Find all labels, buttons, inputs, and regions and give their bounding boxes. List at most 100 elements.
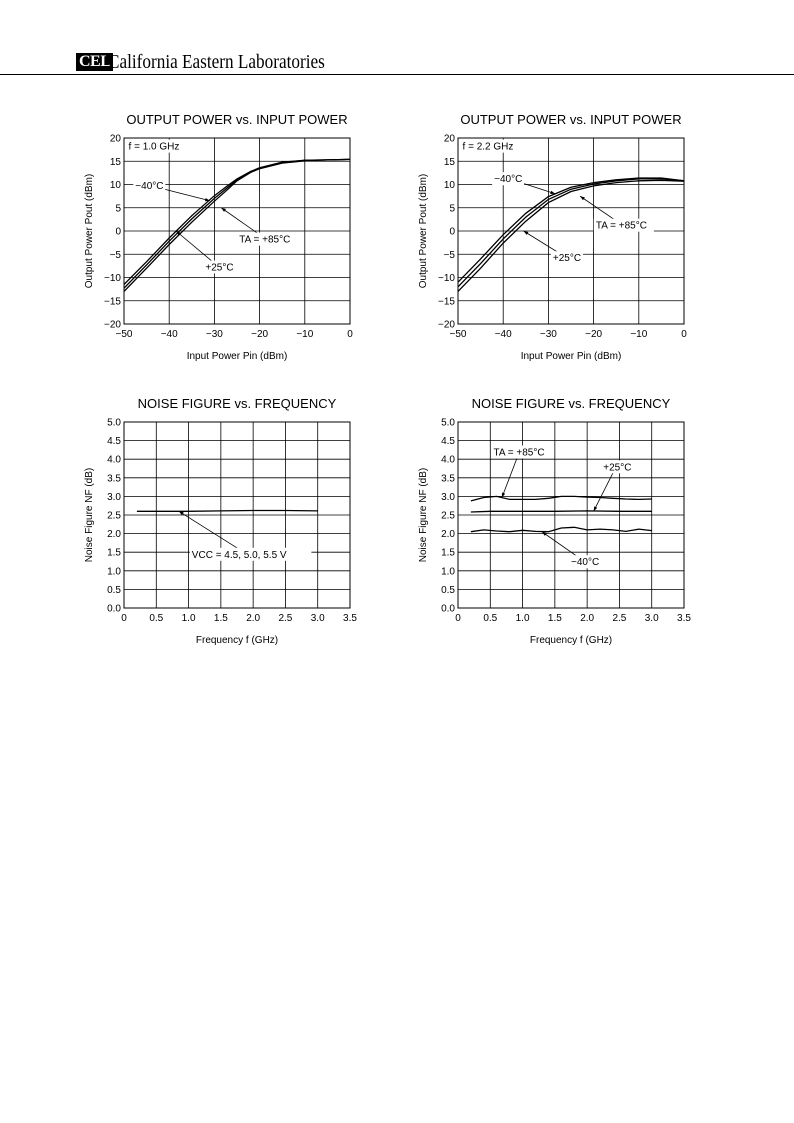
grid [123, 421, 351, 609]
annotation-bg [601, 460, 634, 474]
annotation-bg [189, 547, 312, 561]
annotation-bg [237, 232, 298, 246]
series-line-2 [470, 526, 652, 533]
chart-output-power-1ghz: OUTPUT POWER vs. INPUT POWER −5 0 −40 −30 −20… [84, 112, 353, 362]
x-tick-label: 0 [347, 329, 353, 340]
y-tick-label: 0.5 [107, 585, 121, 596]
y-axis-label: Noise Figure NF (dB) [418, 468, 429, 562]
annotation-arrowhead [501, 492, 506, 498]
y-tick-label: 1.0 [441, 566, 455, 577]
annotation-leader [178, 510, 247, 555]
annotation-arrowhead [523, 231, 529, 235]
y-tick-label: 0.0 [107, 604, 121, 615]
x-tick-label: 3.5 [343, 613, 357, 624]
annotation-label: +25°C [603, 462, 631, 473]
series-line-0 [457, 177, 685, 283]
x-tick-label: 2.5 [612, 613, 626, 624]
x-tick-label: −50 [450, 329, 467, 340]
annotation-label: f = 1.0 GHz [129, 142, 180, 153]
annotation-label: −40°C [571, 557, 599, 568]
y-tick-label: 5.0 [441, 418, 455, 429]
x-axis-label: Input Power Pin (dBm) [521, 351, 622, 362]
annotation-bg [569, 555, 601, 569]
x-tick-label: 0.5 [483, 613, 497, 624]
x-tick-label: −40 [161, 329, 178, 340]
annotation-bg [491, 445, 552, 459]
plot-frame [123, 421, 351, 609]
annotation-arrowhead [593, 506, 598, 512]
annotation-label: TA = +85°C [596, 221, 647, 232]
annotation-bg [492, 172, 525, 186]
plot-frame [123, 137, 351, 325]
y-tick-label: 5 [115, 203, 121, 214]
y-tick-label: 4.5 [441, 436, 455, 447]
y-tick-label: 15 [110, 157, 122, 168]
series-line-0 [123, 158, 351, 285]
y-tick-label: 20 [444, 134, 456, 145]
annotation-bg [203, 260, 236, 274]
x-tick-label: −30 [206, 329, 223, 340]
chart-title: NOISE FIGURE vs. FREQUENCY [138, 396, 337, 411]
annotation-arrowhead [221, 207, 227, 212]
annotation-label: TA = +85°C [494, 447, 545, 458]
y-tick-label: 4.5 [107, 436, 121, 447]
x-tick-label: 1.5 [548, 613, 562, 624]
y-tick-label: 1.0 [107, 566, 121, 577]
annotation-label: f = 2.2 GHz [463, 142, 514, 153]
chart-noise-figure-temp: NOISE FIGURE vs. FREQUENCY 0 0.5 1.0 1.5 2.0 2… [418, 396, 691, 646]
y-tick-label: 4.0 [107, 455, 121, 466]
annotation-leader [593, 466, 617, 512]
y-tick-label: 15 [444, 157, 456, 168]
y-tick-label: 10 [110, 180, 122, 191]
annotation-label: +25°C [553, 253, 581, 264]
series-line-1 [470, 510, 652, 513]
chart-title: NOISE FIGURE vs. FREQUENCY [472, 396, 671, 411]
header-divider [0, 74, 794, 75]
annotation-bg [126, 139, 193, 153]
annotation-arrowhead [541, 531, 547, 536]
y-tick-label: 1.5 [107, 548, 121, 559]
annotation-arrowhead [580, 196, 585, 201]
y-tick-label: −10 [104, 273, 121, 284]
chart-noise-figure-vcc: NOISE FIGURE vs. FREQUENCY 0 0.5 1.0 1.5 2.0 2… [84, 396, 357, 646]
annotation-bg [460, 139, 527, 153]
y-tick-label: 3.0 [441, 492, 455, 503]
y-tick-label: 2.0 [441, 529, 455, 540]
x-tick-label: 0 [121, 613, 127, 624]
annotation-bg [133, 179, 166, 193]
x-tick-label: 1.0 [516, 613, 530, 624]
chart-title: OUTPUT POWER vs. INPUT POWER [126, 112, 347, 127]
x-tick-label: 3.5 [677, 613, 691, 624]
annotation-label: +25°C [205, 263, 233, 274]
chart-output-power-2ghz: OUTPUT POWER vs. INPUT POWER−50 −40 −30 −20… [418, 112, 687, 362]
y-tick-label: −5 [110, 250, 122, 261]
annotation-bg [593, 218, 654, 232]
x-tick-label: 0.5 [149, 613, 163, 624]
annotation-bg [550, 251, 583, 265]
annotation-arrowhead [178, 511, 184, 516]
y-tick-label: 4.0 [441, 455, 455, 466]
annotation-arrowhead [175, 231, 181, 236]
company-name: California Eastern Laboratories [108, 51, 325, 73]
y-tick-label: 5.0 [107, 418, 121, 429]
annotation-label: −40°C [494, 174, 522, 185]
page-header: CEL California Eastern Laboratories [0, 50, 794, 76]
y-tick-label: 10 [444, 180, 456, 191]
annotation-label: −40°C [135, 181, 163, 192]
x-axis-label: Frequency f (GHz) [530, 635, 612, 646]
x-tick-label: 2.0 [246, 613, 260, 624]
series-line-2 [457, 179, 685, 292]
plot-frame [457, 421, 685, 609]
x-axis-label: Input Power Pin (dBm) [187, 351, 288, 362]
y-tick-label: 0.0 [441, 604, 455, 615]
annotation-label: VCC = 4.5, 5.0, 5.5 V [192, 550, 287, 561]
y-tick-label: −5 [444, 250, 456, 261]
x-tick-label: 1.0 [182, 613, 196, 624]
x-tick-label: −10 [630, 329, 647, 340]
y-tick-label: 0 [449, 227, 455, 238]
y-tick-label: 3.5 [441, 473, 455, 484]
y-tick-label: −15 [438, 296, 455, 307]
y-tick-label: −20 [104, 320, 121, 331]
annotation-arrowhead [550, 190, 556, 194]
series-line-2 [123, 158, 351, 292]
